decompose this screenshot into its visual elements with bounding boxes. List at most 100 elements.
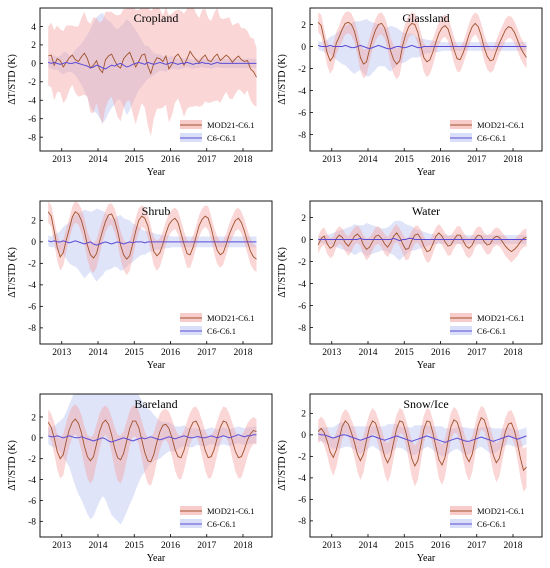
plot-frame bbox=[309, 393, 543, 538]
mod21-series-line bbox=[317, 232, 527, 253]
mod21-uncertainty-band bbox=[48, 404, 257, 486]
y-tick-label: 0 bbox=[31, 238, 36, 248]
y-tick-label: -2 bbox=[28, 455, 36, 465]
legend-label: MOD21-C6.1 bbox=[207, 120, 254, 130]
c6-series-line bbox=[318, 237, 527, 242]
x-tick-label: 2015 bbox=[395, 348, 414, 358]
plot-frame bbox=[309, 200, 543, 345]
legend-label: C6-C6.1 bbox=[477, 133, 506, 143]
legend-label: MOD21-C6.1 bbox=[207, 506, 254, 516]
mod21-series-line bbox=[47, 211, 257, 260]
plot-frame bbox=[39, 393, 273, 538]
y-tick-label: -6 bbox=[298, 302, 306, 312]
chart-panel-shrub: 2013 2014 2015 2016 2017 2018 -8 -6 -4 -2 0 2 Shrub Y… bbox=[7, 200, 273, 371]
mod21-uncertainty-band bbox=[48, 201, 257, 276]
y-tick-label: -4 bbox=[28, 476, 36, 486]
y-tick-label: -8 bbox=[28, 133, 36, 143]
x-tick-label: 2017 bbox=[467, 541, 486, 551]
y-tick-label: -8 bbox=[28, 324, 36, 334]
y-tick-label: -6 bbox=[28, 115, 36, 125]
x-tick-label: 2015 bbox=[125, 541, 144, 551]
y-tick-label: 4 bbox=[31, 23, 36, 33]
c6-uncertainty-band bbox=[318, 19, 527, 77]
y-tick-label: 0 bbox=[301, 431, 306, 441]
y-tick-label: -8 bbox=[298, 517, 306, 527]
x-tick-label: 2017 bbox=[467, 155, 486, 165]
x-tick-label: 2014 bbox=[89, 348, 108, 358]
y-tick-label: -6 bbox=[298, 109, 306, 119]
plot-frame bbox=[39, 7, 273, 152]
y-axis-label: ΔT/STD (K) bbox=[277, 247, 288, 298]
c6-uncertainty-band bbox=[48, 394, 257, 525]
y-tick-label: 2 bbox=[31, 217, 36, 227]
x-tick-label: 2014 bbox=[89, 155, 108, 165]
y-tick-label: -2 bbox=[28, 78, 36, 88]
x-tick-label: 2018 bbox=[504, 541, 523, 551]
x-tick-label: 2013 bbox=[322, 541, 341, 551]
panel-title: Bareland bbox=[134, 397, 177, 411]
y-tick-label: -6 bbox=[28, 497, 36, 507]
x-tick-label: 2017 bbox=[197, 541, 216, 551]
x-tick-label: 2018 bbox=[234, 155, 253, 165]
y-tick-label: -2 bbox=[298, 453, 306, 463]
chart-panel-water: 2013 2014 2015 2016 2017 2018 -8 -6 -4 -2 0 2 Water Y… bbox=[277, 200, 543, 371]
plot-area bbox=[317, 220, 527, 263]
y-axis-label: ΔT/STD (K) bbox=[277, 440, 288, 491]
legend-label: C6-C6.1 bbox=[207, 133, 236, 143]
y-tick-label: -6 bbox=[28, 303, 36, 313]
x-axis-label: Year bbox=[147, 360, 166, 371]
y-tick-label: -2 bbox=[298, 65, 306, 75]
y-tick-label: -2 bbox=[28, 260, 36, 270]
x-tick-label: 2013 bbox=[52, 155, 71, 165]
y-tick-label: 2 bbox=[301, 21, 306, 31]
panel-title: Water bbox=[412, 204, 440, 218]
y-tick-label: -8 bbox=[298, 324, 306, 334]
x-tick-label: 2013 bbox=[322, 155, 341, 165]
x-tick-label: 2013 bbox=[52, 348, 71, 358]
c6-series-line bbox=[48, 434, 257, 443]
x-tick-label: 2015 bbox=[125, 348, 144, 358]
x-tick-label: 2016 bbox=[161, 348, 180, 358]
x-tick-label: 2014 bbox=[359, 155, 378, 165]
x-tick-label: 2016 bbox=[431, 348, 450, 358]
y-tick-label: -4 bbox=[298, 87, 306, 97]
legend-label: C6-C6.1 bbox=[477, 326, 506, 336]
y-tick-label: -4 bbox=[298, 280, 306, 290]
plot-area bbox=[48, 8, 257, 137]
legend-label: MOD21-C6.1 bbox=[477, 313, 524, 323]
y-tick-label: 0 bbox=[301, 236, 306, 246]
legend-label: C6-C6.1 bbox=[207, 326, 236, 336]
x-axis-label: Year bbox=[417, 553, 436, 564]
chart-panel-cropland: 2013 2014 2015 2016 2017 2018 -8 -6 -4 -2 0 2 4 Cropl… bbox=[7, 7, 273, 178]
legend-label: C6-C6.1 bbox=[207, 519, 236, 529]
x-tick-label: 2017 bbox=[467, 348, 486, 358]
y-tick-label: -2 bbox=[298, 258, 306, 268]
chart-panel-glassland: 2013 2014 2015 2016 2017 2018 -8 -6 -4 -2 0 2 Glassl… bbox=[277, 7, 543, 178]
y-axis-label: ΔT/STD (K) bbox=[277, 54, 288, 105]
plot-frame bbox=[39, 200, 273, 345]
mod21-series-line bbox=[47, 418, 257, 463]
c6-series-line bbox=[318, 433, 527, 443]
plot-area bbox=[47, 201, 257, 282]
x-tick-label: 2013 bbox=[52, 541, 71, 551]
legend-label: MOD21-C6.1 bbox=[477, 120, 524, 130]
x-tick-label: 2014 bbox=[89, 541, 108, 551]
y-tick-label: -4 bbox=[28, 97, 36, 107]
mod21-uncertainty-band bbox=[48, 8, 257, 137]
y-tick-label: 2 bbox=[31, 413, 36, 423]
y-axis-label: ΔT/STD (K) bbox=[7, 54, 18, 105]
y-tick-label: 2 bbox=[301, 410, 306, 420]
x-tick-label: 2013 bbox=[322, 348, 341, 358]
x-tick-label: 2016 bbox=[161, 155, 180, 165]
x-tick-label: 2016 bbox=[161, 541, 180, 551]
c6-series-line bbox=[318, 44, 527, 50]
mod21-uncertainty-band bbox=[318, 11, 527, 80]
x-tick-label: 2015 bbox=[125, 155, 144, 165]
y-tick-label: -8 bbox=[298, 131, 306, 141]
x-tick-label: 2018 bbox=[234, 348, 253, 358]
legend-label: MOD21-C6.1 bbox=[477, 506, 524, 516]
x-tick-label: 2017 bbox=[197, 348, 216, 358]
y-axis-label: ΔT/STD (K) bbox=[7, 440, 18, 491]
chart-panel-bareland: 2013 2014 2015 2016 2017 2018 -8 -6 -4 -2 0 2 Barela… bbox=[7, 393, 273, 564]
